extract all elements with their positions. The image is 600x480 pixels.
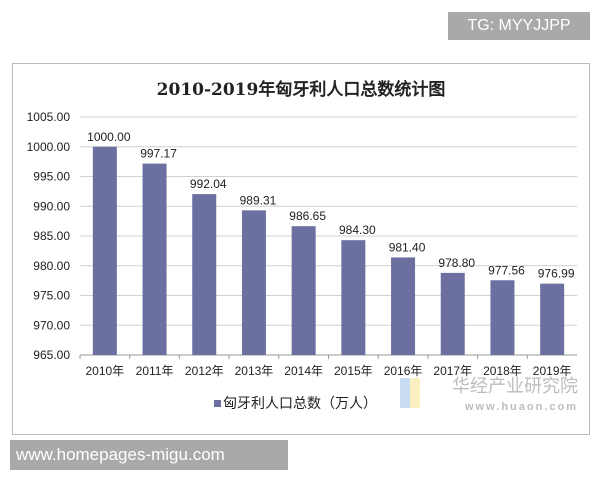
data-label: 989.31 <box>240 193 277 207</box>
y-tick-label: 995.00 <box>33 170 70 184</box>
data-label: 978.80 <box>438 256 475 270</box>
bar <box>142 163 167 355</box>
data-label: 992.04 <box>190 177 227 191</box>
x-tick-label: 2013年 <box>235 364 274 378</box>
huaon-logo: 华经产业研究院 www.huaon.com <box>400 376 578 413</box>
y-tick-label: 990.00 <box>33 199 70 213</box>
x-tick-label: 2015年 <box>334 364 373 378</box>
watermark-url: www.homepages-migu.com <box>10 440 288 470</box>
y-tick-label: 1005.00 <box>27 110 71 124</box>
x-tick-label: 2010年 <box>85 364 124 378</box>
data-label: 997.17 <box>140 147 177 161</box>
chart-title: 2010-2019年匈牙利人口总数统计图 <box>157 79 446 100</box>
x-tick-label: 2012年 <box>185 364 224 378</box>
bar <box>291 226 316 355</box>
tg-badge: TG: MYYJJPP <box>448 12 590 40</box>
y-tick-label: 970.00 <box>33 318 70 332</box>
data-label: 1000.00 <box>87 130 131 144</box>
x-tick-label: 2014年 <box>284 364 323 378</box>
data-label: 986.65 <box>289 209 326 223</box>
y-tick-label: 965.00 <box>33 348 70 362</box>
data-label: 977.56 <box>488 263 525 277</box>
y-tick-label: 980.00 <box>33 259 70 273</box>
logo-url: www.huaon.com <box>464 401 578 413</box>
data-label: 976.99 <box>538 267 575 281</box>
legend-label: 匈牙利人口总数（万人） <box>223 395 377 411</box>
x-tick-label: 2011年 <box>136 364 174 378</box>
x-tick-label: 2017年 <box>433 364 472 378</box>
y-tick-label: 1000.00 <box>27 140 71 154</box>
bar <box>241 210 266 355</box>
bar <box>341 240 366 355</box>
x-tick-label: 2016年 <box>384 364 423 378</box>
bar <box>391 257 416 355</box>
x-tick-label: 2019年 <box>533 364 572 378</box>
legend-swatch <box>214 400 221 407</box>
x-tick-label: 2018年 <box>483 364 522 378</box>
bar <box>92 146 117 355</box>
y-tick-label: 975.00 <box>33 289 70 303</box>
bar <box>192 194 217 355</box>
data-label: 984.30 <box>339 223 376 237</box>
y-tick-label: 985.00 <box>33 229 70 243</box>
bar <box>490 280 515 355</box>
data-label: 981.40 <box>389 240 426 254</box>
bar <box>440 272 465 355</box>
logo-name: 华经产业研究院 <box>452 376 578 396</box>
bar <box>540 283 565 355</box>
